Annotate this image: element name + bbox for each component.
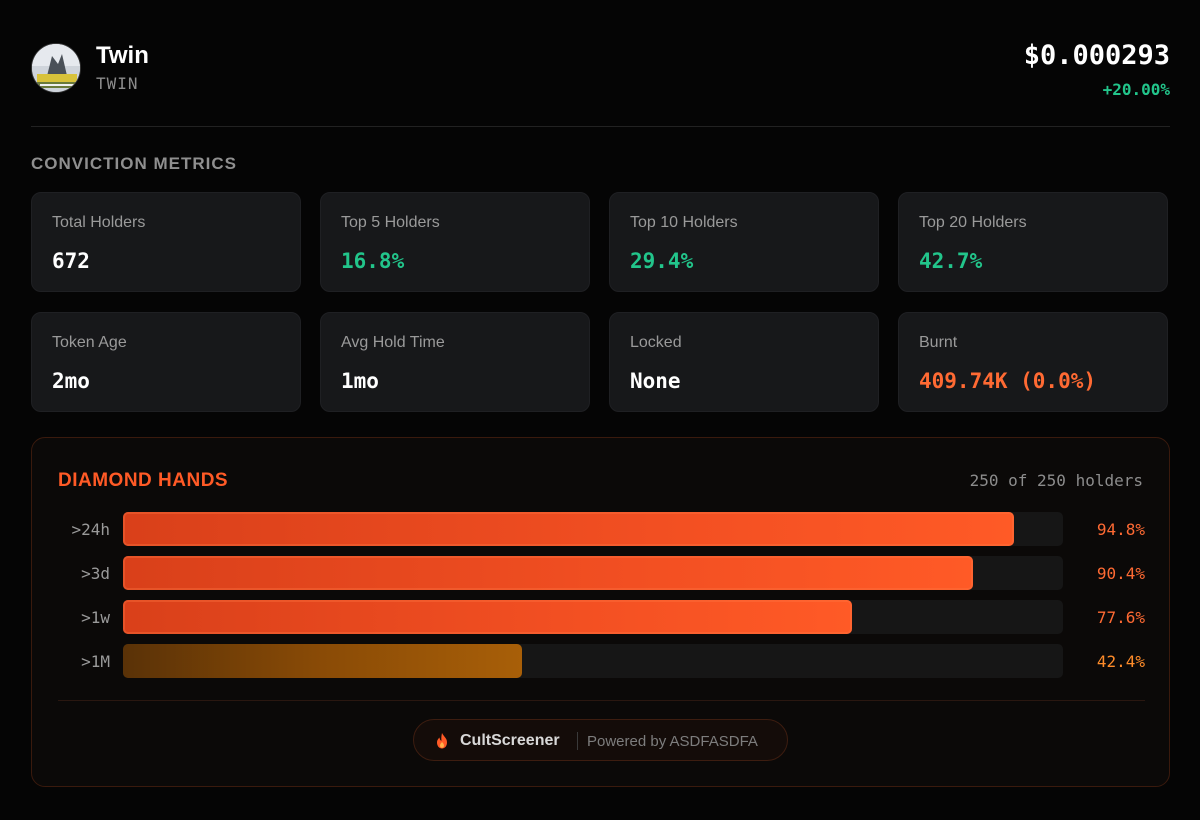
price-change: +20.00% bbox=[1102, 80, 1170, 99]
metric-value: 16.8% bbox=[341, 249, 405, 273]
metric-label: Top 10 Holders bbox=[630, 214, 738, 231]
bar-row-24h: >24h 94.8% bbox=[58, 512, 1145, 546]
metric-card-avg-hold-time: Avg Hold Time 1mo bbox=[320, 312, 590, 412]
diamond-hands-panel: DIAMOND HANDS 250 of 250 holders >24h 94… bbox=[31, 437, 1170, 787]
panel-divider bbox=[58, 700, 1145, 701]
metric-value: 409.74K (0.0%) bbox=[919, 369, 1097, 393]
metric-label: Avg Hold Time bbox=[341, 334, 445, 351]
bar-label: >24h bbox=[71, 520, 110, 539]
metric-label: Burnt bbox=[919, 334, 958, 351]
metric-label: Top 20 Holders bbox=[919, 214, 1027, 231]
bar-row-3d: >3d 90.4% bbox=[58, 556, 1145, 590]
bar-label: >1M bbox=[81, 652, 110, 671]
flame-icon bbox=[437, 733, 447, 749]
bar-percent: 77.6% bbox=[1096, 608, 1145, 627]
metric-label: Top 5 Holders bbox=[341, 214, 440, 231]
bar-row-1m: >1M 42.4% bbox=[58, 644, 1145, 678]
diamond-hands-title: DIAMOND HANDS bbox=[58, 470, 229, 491]
section-title: CONVICTION METRICS bbox=[31, 154, 237, 173]
token-logo-icon bbox=[32, 44, 80, 92]
token-symbol: TWIN bbox=[96, 74, 139, 93]
token-name: Twin bbox=[96, 42, 149, 69]
metric-value: None bbox=[630, 369, 681, 393]
metric-card-locked: Locked None bbox=[609, 312, 879, 412]
bar-label: >1w bbox=[81, 608, 110, 627]
bar-fill bbox=[123, 512, 1015, 546]
bar-label: >3d bbox=[81, 564, 110, 583]
metric-value: 2mo bbox=[52, 369, 90, 393]
bar-percent: 94.8% bbox=[1096, 520, 1145, 539]
metric-value: 29.4% bbox=[630, 249, 694, 273]
badge-powered-by: Powered by ASDFASDFA bbox=[587, 733, 758, 750]
badge-separator bbox=[577, 732, 578, 750]
metric-card-top10-holders: Top 10 Holders 29.4% bbox=[609, 192, 879, 292]
metric-label: Total Holders bbox=[52, 214, 146, 231]
token-header: Twin TWIN $0.000293 +20.00% bbox=[31, 40, 1170, 102]
metric-card-burnt: Burnt 409.74K (0.0%) bbox=[898, 312, 1168, 412]
metric-label: Token Age bbox=[52, 334, 127, 351]
bar-fill bbox=[123, 600, 853, 634]
bar-track bbox=[123, 512, 1063, 546]
token-price: $0.000293 bbox=[1023, 40, 1170, 71]
metric-value: 1mo bbox=[341, 369, 379, 393]
bar-percent: 42.4% bbox=[1096, 652, 1145, 671]
bar-track bbox=[123, 556, 1063, 590]
metric-card-top20-holders: Top 20 Holders 42.7% bbox=[898, 192, 1168, 292]
header-divider bbox=[31, 126, 1170, 127]
metric-card-total-holders: Total Holders 672 bbox=[31, 192, 301, 292]
bar-fill bbox=[123, 556, 973, 590]
bar-track bbox=[123, 600, 1063, 634]
metric-label: Locked bbox=[630, 334, 682, 351]
bar-track bbox=[123, 644, 1063, 678]
bar-fill bbox=[123, 644, 522, 678]
cultscreener-badge[interactable]: CultScreener Powered by ASDFASDFA bbox=[413, 719, 788, 761]
metric-card-token-age: Token Age 2mo bbox=[31, 312, 301, 412]
metric-card-top5-holders: Top 5 Holders 16.8% bbox=[320, 192, 590, 292]
bar-percent: 90.4% bbox=[1096, 564, 1145, 583]
bar-row-1w: >1w 77.6% bbox=[58, 600, 1145, 634]
badge-brand: CultScreener bbox=[460, 732, 560, 749]
holders-count: 250 of 250 holders bbox=[969, 471, 1143, 490]
metric-value: 42.7% bbox=[919, 249, 983, 273]
token-avatar bbox=[31, 43, 81, 93]
metric-value: 672 bbox=[52, 249, 90, 273]
